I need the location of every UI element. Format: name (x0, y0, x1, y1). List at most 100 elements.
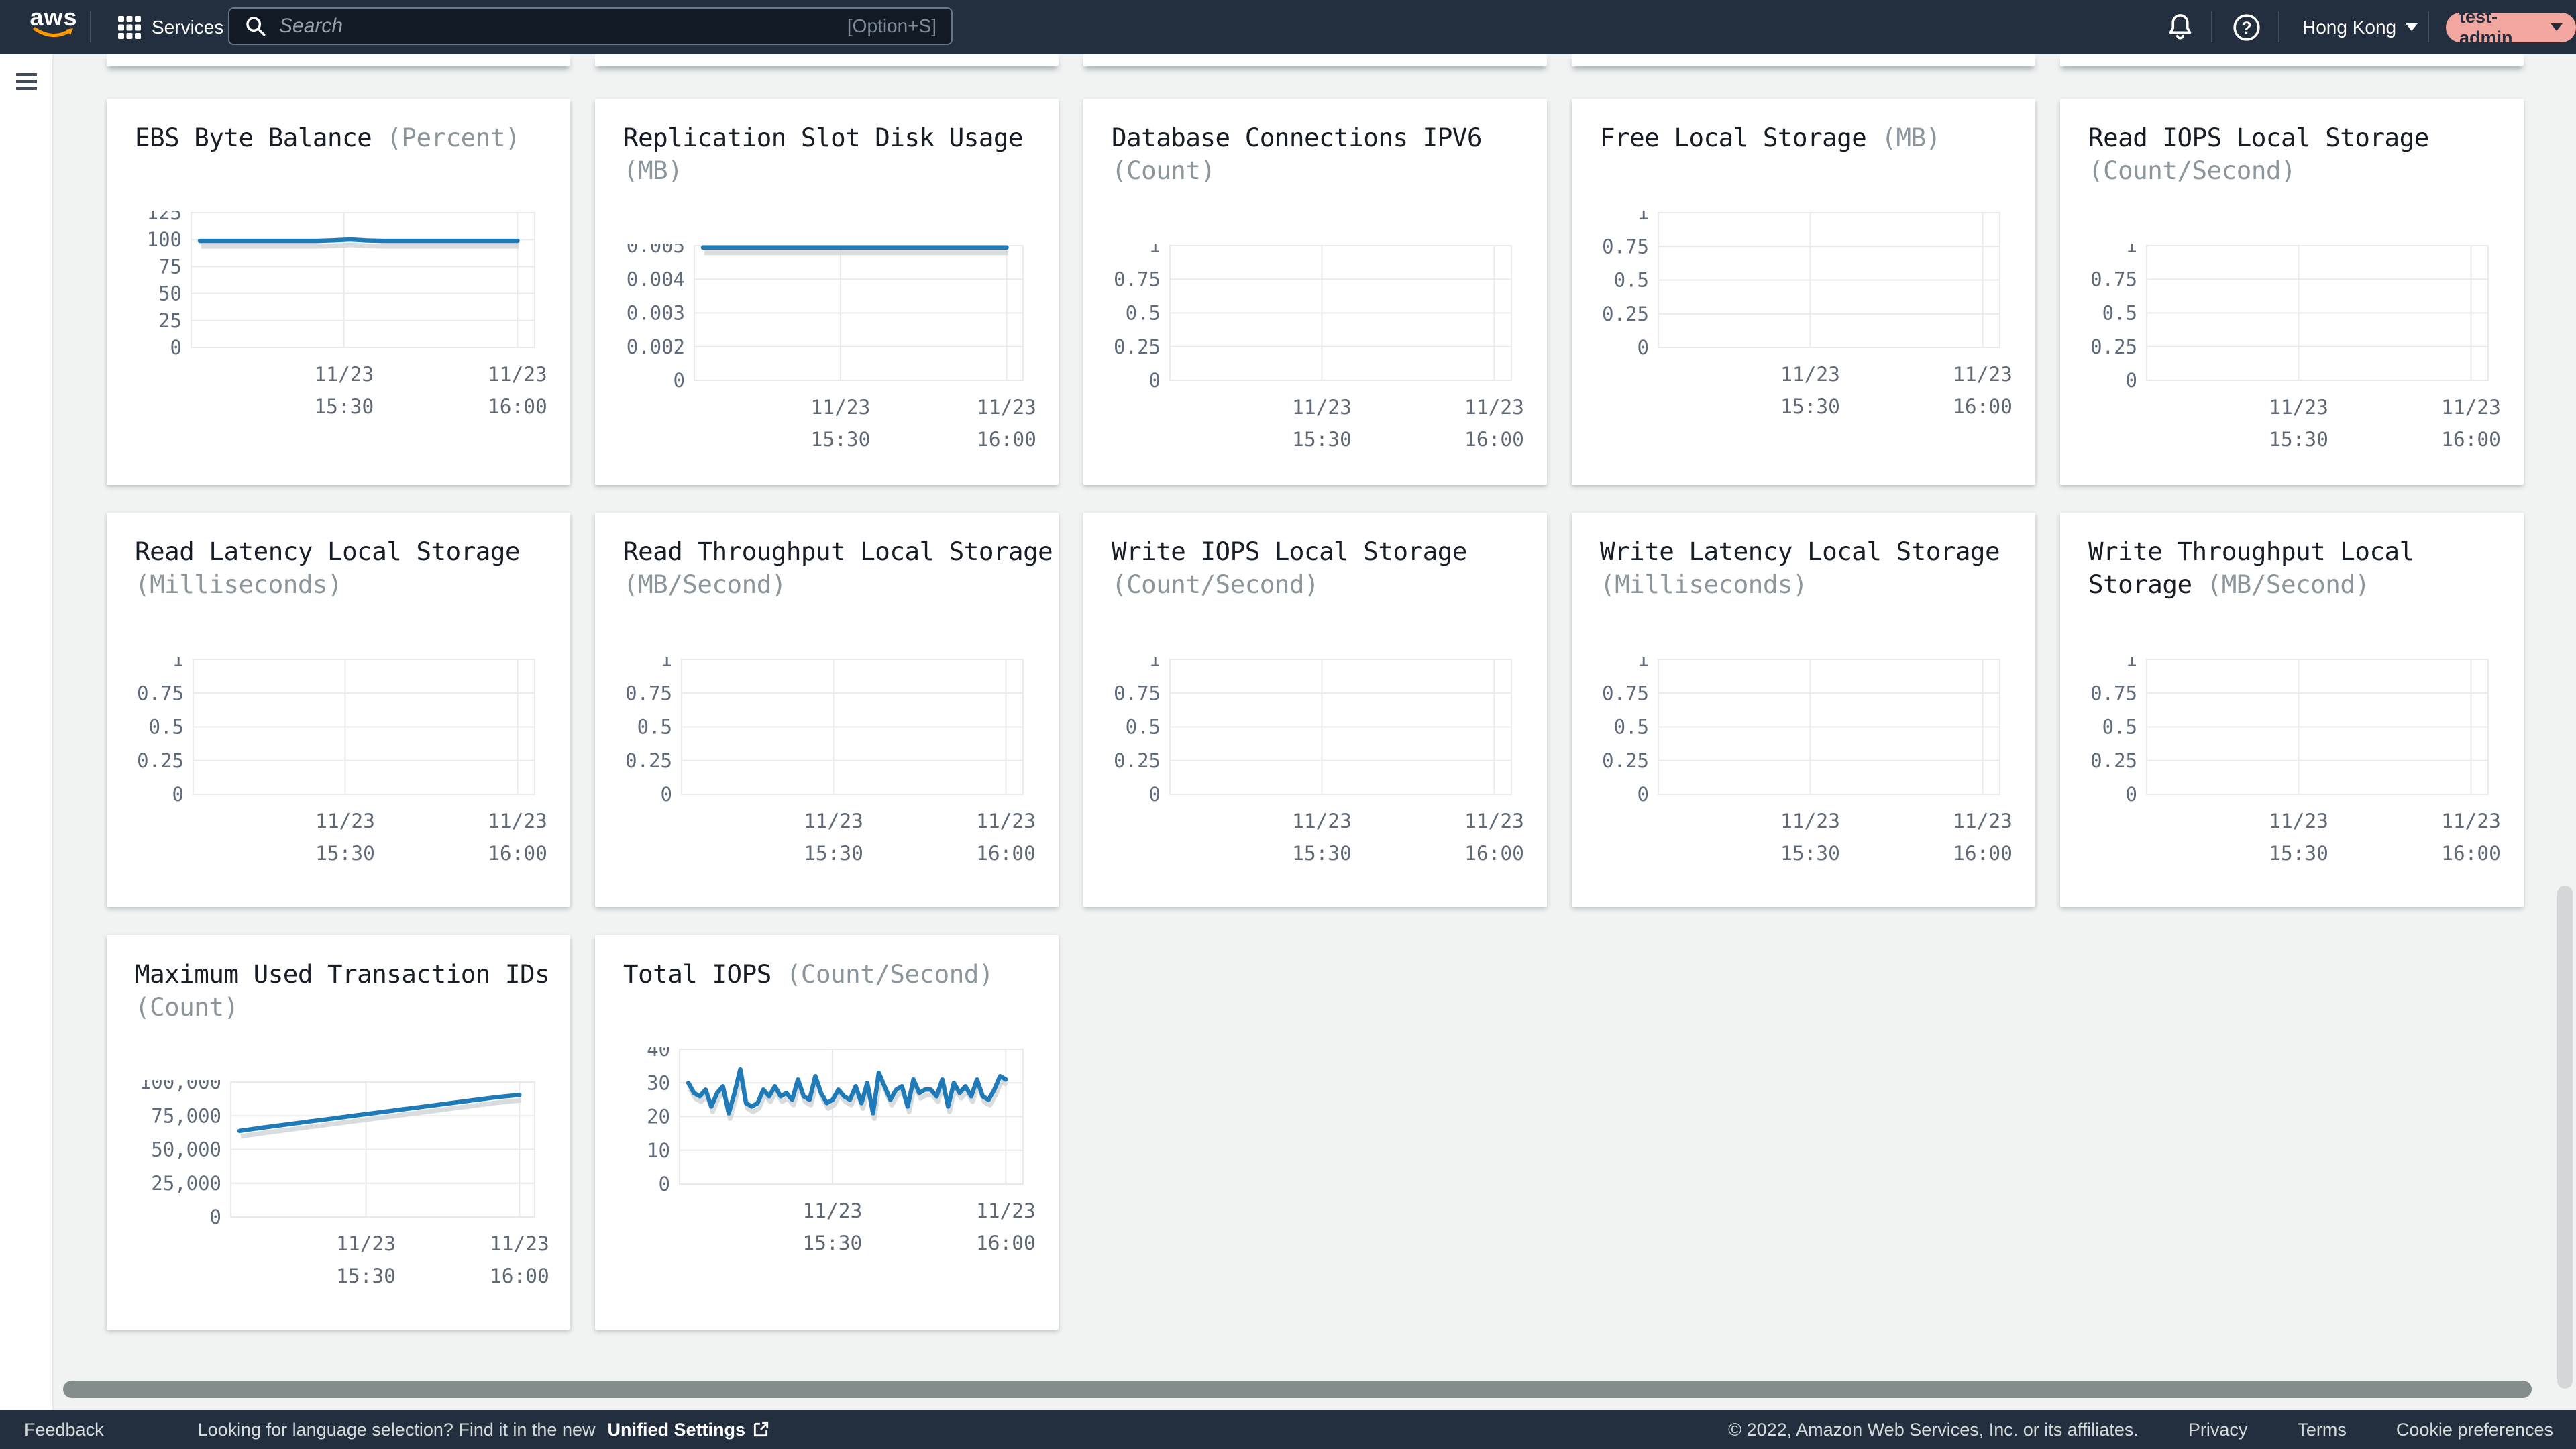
metric-chart[interactable]: 1 0.75 0.5 0.25 0 11/23 15:30 11/23 16:00 (1083, 657, 1547, 879)
search-input[interactable] (279, 15, 835, 38)
search-box[interactable]: [Option+S] (228, 7, 953, 45)
y-axis-tick-label: 0.5 (1126, 716, 1161, 739)
metric-chart[interactable]: 1 0.75 0.5 0.25 0 11/23 15:30 11/23 16:00 (107, 657, 570, 879)
y-axis-tick-label: 0.25 (1114, 749, 1161, 772)
metric-title: EBS Byte Balance (Percent) (135, 123, 521, 152)
svg-text:?: ? (2241, 18, 2251, 37)
metric-chart[interactable]: 1 0.75 0.5 0.25 0 11/23 15:30 11/23 16:00 (1572, 657, 2035, 879)
metric-chart[interactable]: 1 0.75 0.5 0.25 0 11/23 15:30 11/23 16:00 (595, 657, 1059, 879)
clipped-card-row (107, 54, 2524, 66)
chart-row-3: Maximum Used Transaction IDs (Count) 100,… (107, 935, 1059, 1330)
metric-line (197, 237, 520, 244)
unified-settings-link[interactable]: Unified Settings (607, 1419, 745, 1440)
y-axis-tick-label: 1 (2126, 657, 2137, 671)
metric-chart[interactable]: 100,000 75,000 50,000 25,000 0 11/23 15:30 11/2… (107, 1080, 570, 1301)
help-button[interactable]: ? (2231, 0, 2262, 54)
x-axis-tick-label: 11/23 (1464, 810, 1524, 833)
clipped-card (1572, 54, 2035, 66)
cookie-preferences-link[interactable]: Cookie preferences (2396, 1419, 2553, 1440)
x-axis-tick-label: 11/23 (2269, 396, 2328, 419)
y-axis-tick-label: 0 (210, 1205, 221, 1228)
metric-unit: (Count/Second) (786, 959, 994, 989)
metric-chart[interactable]: 1 0.75 0.5 0.25 0 11/23 15:30 11/23 16:00 (2060, 244, 2524, 465)
x-axis-tick-label: 11/23 (336, 1232, 396, 1255)
x-axis-tick-label: 11/23 (804, 810, 863, 833)
metric-card[interactable]: Total IOPS (Count/Second) 40 30 20 10 0 11/23 1… (595, 935, 1059, 1330)
notifications-button[interactable] (2165, 0, 2196, 54)
x-axis-tick-label: 15:30 (811, 428, 871, 451)
x-axis-tick-label: 15:30 (802, 1232, 862, 1254)
collapsed-sidebar (0, 54, 54, 1410)
metric-card[interactable]: Read Throughput Local Storage (MB/Second… (595, 513, 1059, 907)
nav-divider (2428, 11, 2429, 42)
y-axis-tick-label: 0 (2126, 369, 2137, 392)
metric-title: Total IOPS (Count/Second) (623, 959, 994, 989)
metric-chart[interactable]: 1 0.75 0.5 0.25 0 11/23 15:30 11/23 16:00 (1083, 244, 1547, 465)
metric-card[interactable]: Read Latency Local Storage (Milliseconds… (107, 513, 570, 907)
search-icon (246, 17, 266, 36)
metric-card[interactable]: Write Throughput Local Storage (MB/Secon… (2060, 513, 2524, 907)
y-axis-tick-label: 0.5 (1614, 716, 1649, 739)
metric-card[interactable]: Write Latency Local Storage (Millisecond… (1572, 513, 2035, 907)
x-axis-tick-label: 15:30 (1780, 395, 1840, 418)
y-axis-tick-label: 0 (172, 783, 184, 806)
y-axis-tick-label: 0 (661, 783, 672, 806)
metric-line-shadow (240, 1097, 521, 1139)
metric-card[interactable]: EBS Byte Balance (Percent) 125 100 75 50 25 0 1… (107, 99, 570, 485)
metric-card[interactable]: Read IOPS Local Storage (Count/Second) 1 0… (2060, 99, 2524, 485)
x-axis-tick-label: 16:00 (1464, 842, 1524, 865)
x-axis-tick-label: 15:30 (1292, 428, 1352, 451)
nav-divider (2278, 11, 2279, 42)
x-axis-tick-label: 11/23 (811, 396, 871, 419)
metric-unit: (Milliseconds) (135, 570, 343, 599)
account-menu[interactable]: test-admin (2446, 0, 2576, 54)
nav-divider (90, 11, 91, 42)
y-axis-tick-label: 1 (1638, 657, 1649, 671)
chart-row-1: EBS Byte Balance (Percent) 125 100 75 50 25 0 1… (107, 99, 2524, 485)
region-selector[interactable]: Hong Kong (2302, 0, 2418, 54)
metric-title: Replication Slot Disk Usage (MB) (623, 123, 1024, 185)
y-axis-tick-label: 0.75 (137, 682, 184, 704)
services-label: Services (152, 16, 224, 38)
metric-title: Write Latency Local Storage (Millisecond… (1600, 537, 2000, 599)
y-axis-tick-label: 0.5 (1614, 269, 1649, 292)
services-grid-icon (118, 15, 141, 39)
menu-toggle-button[interactable] (16, 73, 52, 90)
metric-chart[interactable]: 1 0.75 0.5 0.25 0 11/23 15:30 11/23 16:00 (1572, 211, 2035, 432)
metric-card[interactable]: Database Connections IPV6 (Count) 1 0.75 0.… (1083, 99, 1547, 485)
y-axis-tick-label: 0.75 (2090, 268, 2137, 290)
y-axis-tick-label: 0 (659, 1173, 670, 1195)
x-axis-tick-label: 16:00 (977, 428, 1036, 451)
feedback-link[interactable]: Feedback (24, 1419, 104, 1440)
y-axis-tick-label: 0 (2126, 783, 2137, 806)
aws-logo[interactable]: aws (27, 5, 80, 39)
y-axis-tick-label: 125 (147, 211, 182, 224)
x-axis-tick-label: 15:30 (2269, 842, 2328, 865)
metric-title: Read Latency Local Storage (Milliseconds… (135, 537, 521, 599)
metric-chart[interactable]: 0.005 0.004 0.003 0.002 0 11/23 15:30 11/23 16:0… (595, 244, 1059, 465)
metric-card[interactable]: Free Local Storage (MB) 1 0.75 0.5 0.25 0 11/2… (1572, 99, 2035, 485)
metric-chart[interactable]: 125 100 75 50 25 0 11/23 15:30 11/23 16:00 (107, 211, 570, 432)
x-axis-tick-label: 16:00 (1953, 842, 2012, 865)
vertical-scrollbar-thumb[interactable] (2557, 885, 2573, 1389)
copyright-text: © 2022, Amazon Web Services, Inc. or its… (1728, 1419, 2139, 1440)
metric-card[interactable]: Replication Slot Disk Usage (MB) 0.005 0.0… (595, 99, 1059, 485)
metric-unit: (MB) (1881, 123, 1941, 152)
y-axis-tick-label: 20 (647, 1106, 670, 1128)
metric-chart[interactable]: 40 30 20 10 0 11/23 15:30 11/23 16:00 (595, 1047, 1059, 1269)
search-shortcut-hint: [Option+S] (847, 15, 936, 36)
metric-card[interactable]: Maximum Used Transaction IDs (Count) 100,… (107, 935, 570, 1330)
x-axis-tick-label: 15:30 (804, 842, 863, 865)
privacy-link[interactable]: Privacy (2188, 1419, 2248, 1440)
services-menu-button[interactable]: Services (109, 0, 231, 54)
y-axis-tick-label: 0.005 (627, 244, 685, 257)
metric-unit: (Percent) (386, 123, 521, 152)
metric-chart[interactable]: 1 0.75 0.5 0.25 0 11/23 15:30 11/23 16:00 (2060, 657, 2524, 879)
metric-card[interactable]: Write IOPS Local Storage (Count/Second) 1… (1083, 513, 1547, 907)
horizontal-scrollbar-thumb[interactable] (63, 1381, 2532, 1398)
y-axis-tick-label: 1 (1149, 244, 1161, 257)
terms-link[interactable]: Terms (2297, 1419, 2347, 1440)
metric-title: Database Connections IPV6 (Count) (1112, 123, 1482, 185)
y-axis-tick-label: 0 (1149, 369, 1161, 392)
y-axis-tick-label: 50,000 (151, 1138, 221, 1161)
